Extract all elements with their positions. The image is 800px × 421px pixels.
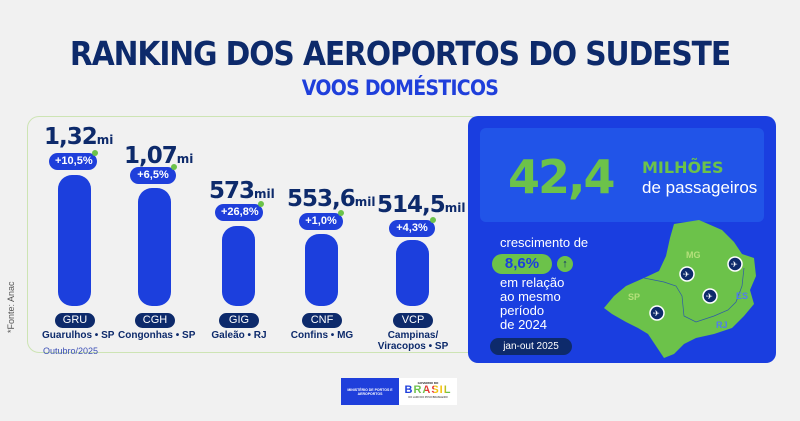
airport-pin-icon: ✈: [679, 266, 695, 282]
bar-cnf: [305, 234, 338, 306]
svg-text:✈: ✈: [706, 292, 713, 301]
page-title: RANKING DOS AEROPORTOS DO SUDESTE: [69, 34, 731, 73]
svg-text:✈: ✈: [683, 270, 690, 279]
airport-code: GIG: [219, 313, 259, 328]
svg-text:✈: ✈: [731, 260, 738, 269]
growth-dot-icon: [171, 164, 177, 170]
value-label: 1,07mi: [124, 143, 194, 169]
page-subtitle: VOOS DOMÉSTICOS: [301, 76, 499, 100]
growth-dot-icon: [92, 150, 98, 156]
bar-cgh: [138, 188, 171, 306]
growth-badge: +26,8%: [215, 201, 264, 221]
footer-logos: MINISTÉRIO DE PORTOS E AEROPORTOS GOVERN…: [341, 378, 459, 405]
growth-prefix: crescimento de: [500, 235, 589, 250]
value-label: 573mil: [209, 178, 275, 204]
ministry-logo: MINISTÉRIO DE PORTOS E AEROPORTOS: [341, 378, 399, 405]
airport-code: CGH: [135, 313, 175, 328]
total-passengers-unit: MILHÕES: [642, 158, 724, 177]
state-label-mg: MG: [686, 250, 701, 260]
airport-city: Guarulhos • SP: [42, 330, 115, 341]
state-label-rj: RJ: [716, 320, 728, 330]
airport-city: Congonhas • SP: [118, 330, 196, 341]
arrow-up-icon: ↑: [557, 256, 573, 272]
growth-dot-icon: [258, 201, 264, 207]
airport-pin-icon: ✈: [702, 288, 718, 304]
growth-suffix: em relação ao mesmo período de 2024: [500, 275, 565, 332]
state-label-es: ES: [736, 291, 748, 301]
growth-badge: +1,0%: [299, 210, 344, 230]
southeast-map: MG SP RJ ES ✈ ✈ ✈ ✈: [604, 220, 756, 358]
airport-pin-icon: ✈: [727, 256, 743, 272]
airport-city: Galeão • RJ: [211, 330, 267, 341]
period-label: Outubro/2025: [43, 346, 99, 356]
value-label: 1,32mi: [44, 124, 114, 150]
total-passengers-label: de passageiros: [642, 178, 758, 197]
growth-badge: +4,3%: [389, 217, 436, 237]
bar-gig: [222, 226, 255, 306]
airport-city: Confins • MG: [290, 330, 354, 341]
airport-code: VCP: [393, 313, 433, 328]
airport-code: CNF: [302, 313, 342, 328]
airport-pin-icon: ✈: [649, 305, 665, 321]
growth-dot-icon: [338, 210, 344, 216]
growth-dot-icon: [430, 217, 436, 223]
airport-code: GRU: [55, 313, 95, 328]
summary-panel: 42,4 MILHÕES de passageiros crescimento …: [468, 116, 776, 363]
date-range-pill: jan-out 2025: [490, 338, 572, 355]
growth-value-pill: 8,6%: [492, 254, 552, 274]
state-borders: [643, 267, 745, 323]
source-note: *Fonte: Anac: [6, 281, 16, 333]
gov-brasil-logo: GOVERNO DO BRASIL DO LADO DO POVO BRASIL…: [399, 378, 457, 405]
value-label: 514,5mil: [377, 192, 466, 218]
svg-text:✈: ✈: [653, 309, 660, 318]
state-label-sp: SP: [628, 292, 640, 302]
total-passengers-value: 42,4: [508, 150, 615, 204]
kpi-box: 42,4 MILHÕES de passageiros: [480, 128, 764, 222]
growth-badge: +6,5%: [130, 164, 177, 184]
growth-badge: +10,5%: [49, 150, 98, 170]
map-land: [604, 220, 756, 358]
value-label: 553,6mil: [287, 186, 376, 212]
bar-vcp: [396, 240, 429, 306]
bar-gru: [58, 175, 91, 306]
airport-city: Campinas/Viracopos • SP: [377, 330, 449, 352]
